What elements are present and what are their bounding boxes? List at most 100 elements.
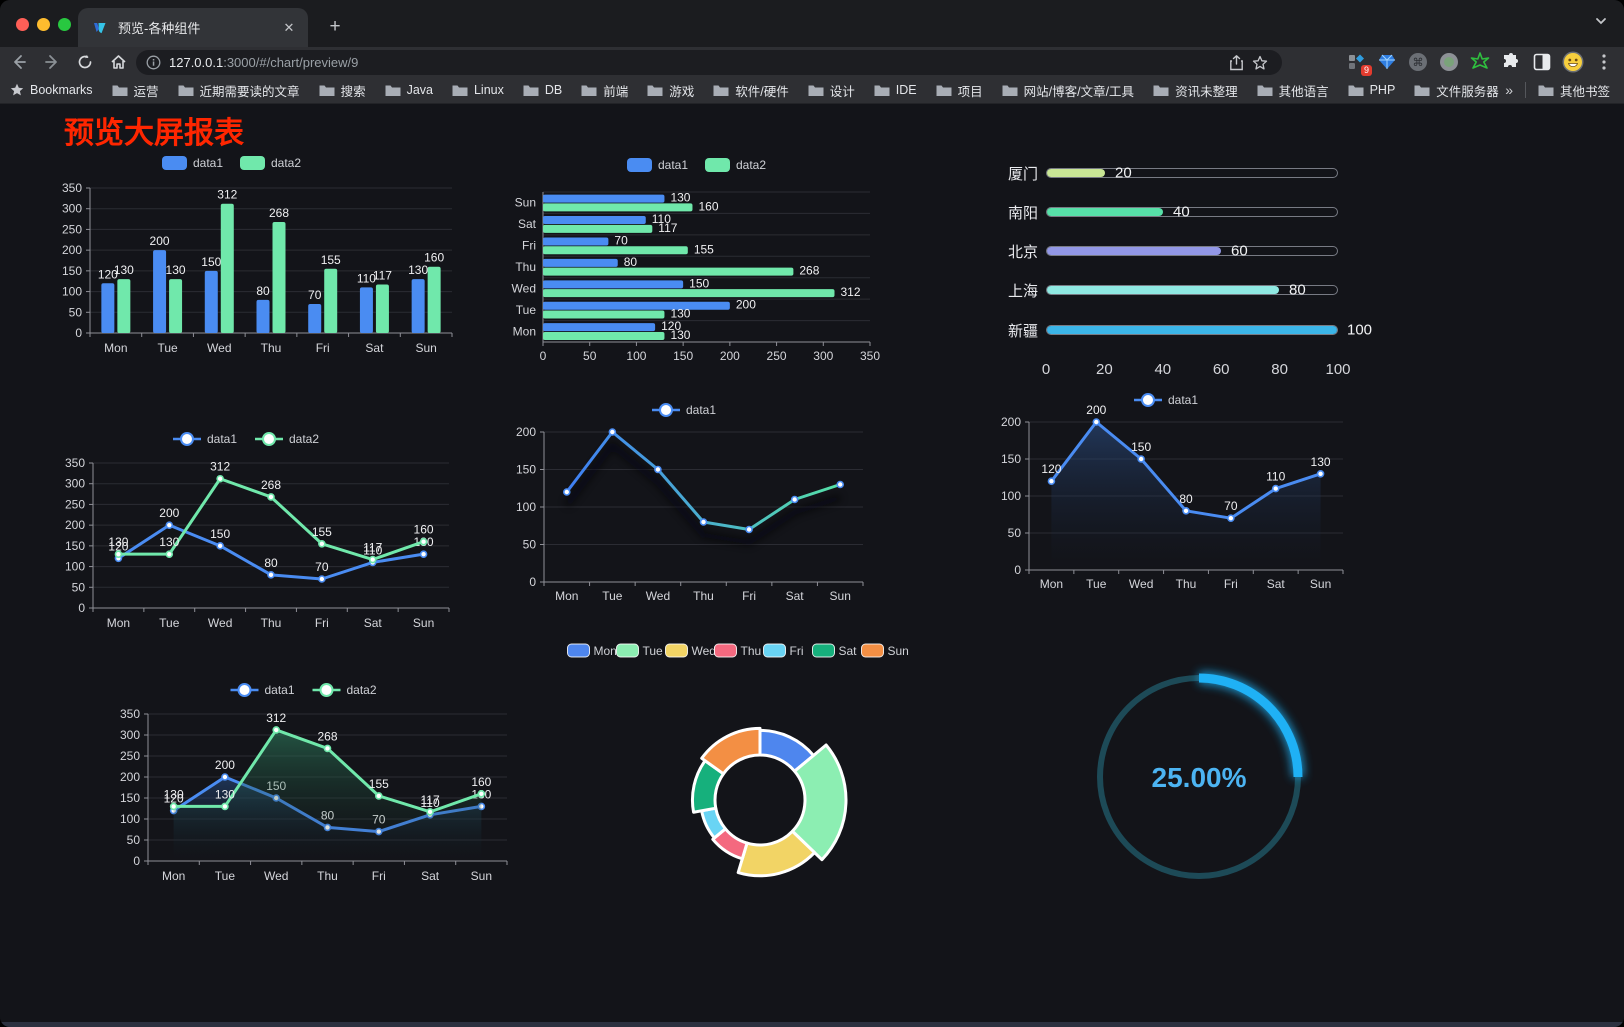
svg-text:268: 268 <box>261 478 281 492</box>
new-tab-button[interactable]: + <box>329 16 341 37</box>
chart-gradient-line[interactable]: data1 0 50 100 150 200 Mon Tue Wed Thu Fri Sat Sun <box>498 396 888 608</box>
svg-text:Mon: Mon <box>104 341 127 355</box>
browser-tab[interactable]: 预览-各种组件 ✕ <box>78 8 308 47</box>
command-extension-icon[interactable]: ⌘ <box>1406 50 1430 74</box>
bookmarks-overflow-chevron[interactable]: » <box>1505 82 1513 98</box>
forward-button[interactable] <box>38 49 66 75</box>
page-content: 预览大屏报表 data1 data2 0 50 100 150 200 250 300 350 Mo… <box>0 104 1624 1027</box>
bookmark-folder-label: 运营 <box>133 84 159 99</box>
bookmark-folder[interactable]: 设计 <box>808 81 855 100</box>
extensions-puzzle-icon[interactable] <box>1499 50 1523 74</box>
bookmark-folder[interactable]: 前端 <box>581 81 628 100</box>
back-button[interactable] <box>5 49 33 75</box>
svg-text:150: 150 <box>673 349 693 363</box>
svg-text:Fri: Fri <box>742 589 756 603</box>
svg-text:70: 70 <box>308 288 322 302</box>
svg-text:0: 0 <box>540 349 547 363</box>
fullscreen-window-button[interactable] <box>58 18 71 31</box>
chart-line-area-two-series[interactable]: data1 data2 0 50 100 150 200 250 300 350 Mon Tue Wed… <box>100 676 525 888</box>
extension-badge: 9 <box>1360 65 1372 76</box>
chart-progress-bars[interactable]: 厦门 20 南阳 40 北京 60 上海 80 新疆 100 0 20 40 60 80 100 <box>998 158 1380 384</box>
svg-text:250: 250 <box>120 749 140 763</box>
reload-button[interactable] <box>71 49 99 75</box>
chart-gauge[interactable]: 25.00% <box>1035 633 1335 885</box>
bookmarks-divider <box>1524 82 1526 98</box>
other-bookmarks-folder[interactable]: 其他书签 <box>1538 81 1610 100</box>
bookmark-folder[interactable]: 网站/博客/文章/工具 <box>1002 81 1134 100</box>
folder-icon <box>452 85 468 96</box>
tab-close-icon[interactable]: ✕ <box>283 19 295 35</box>
svg-text:Sun: Sun <box>1310 577 1331 591</box>
bookmark-folder-label: 网站/博客/文章/工具 <box>1023 84 1135 99</box>
bookmark-folder[interactable]: 资讯未整理 <box>1153 81 1238 100</box>
svg-text:130: 130 <box>670 191 690 205</box>
folder-icon <box>385 85 401 96</box>
chart-line-two-series[interactable]: data1 data2 0 50 100 150 200 250 300 350 Mon Tue Wed… <box>45 425 465 635</box>
close-window-button[interactable] <box>16 18 29 31</box>
svg-text:200: 200 <box>159 506 179 520</box>
svg-text:100: 100 <box>120 812 140 826</box>
home-button[interactable] <box>104 49 132 75</box>
chart-rose-pie[interactable]: Mon Tue Wed Thu Fri Sat Sun <box>550 636 920 884</box>
browser-toolbar: 127.0.0.1:3000/#/chart/preview/9 9 ⌘ <box>0 47 1624 77</box>
minimize-window-button[interactable] <box>37 18 50 31</box>
profile-avatar[interactable] <box>1561 50 1585 74</box>
svg-text:80: 80 <box>624 255 638 269</box>
svg-text:80: 80 <box>1179 492 1193 506</box>
bookmark-folder[interactable]: 软件/硬件 <box>713 81 789 100</box>
bookmark-folder[interactable]: 搜索 <box>319 81 366 100</box>
svg-text:data2: data2 <box>736 158 766 172</box>
bookmark-folder[interactable]: 近期需要读的文章 <box>178 81 300 100</box>
green-star-extension-icon[interactable] <box>1468 50 1492 74</box>
progress-value: 80 <box>1289 281 1306 299</box>
svg-text:155: 155 <box>369 777 389 791</box>
chart-grouped-bar[interactable]: data1 data2 0 50 100 150 200 250 300 350 Mon Tue Wed… <box>40 148 470 360</box>
folder-icon <box>1153 85 1169 96</box>
svg-text:200: 200 <box>736 298 756 312</box>
address-bar[interactable]: 127.0.0.1:3000/#/chart/preview/9 <box>136 50 1282 75</box>
record-extension-icon[interactable] <box>1437 50 1461 74</box>
svg-text:70: 70 <box>614 233 628 247</box>
bookmarks-manager[interactable]: Bookmarks <box>10 83 93 97</box>
extension-grid-icon[interactable]: 9 <box>1344 50 1372 76</box>
tab-search-chevron-icon[interactable] <box>1594 14 1608 33</box>
svg-text:Thu: Thu <box>261 341 282 355</box>
axis-tick-label: 20 <box>1096 361 1113 378</box>
bookmark-star-icon[interactable] <box>1248 52 1272 74</box>
bookmark-folder[interactable]: PHP <box>1348 81 1395 100</box>
svg-text:130: 130 <box>408 263 428 277</box>
bookmark-folder[interactable]: 游戏 <box>647 81 694 100</box>
folder-icon <box>1257 85 1273 96</box>
svg-text:120: 120 <box>108 539 128 553</box>
svg-text:300: 300 <box>65 477 85 491</box>
share-icon[interactable] <box>1224 52 1248 74</box>
svg-text:120: 120 <box>164 792 184 806</box>
svg-text:Fri: Fri <box>372 869 386 883</box>
split-view-extension-icon[interactable] <box>1530 50 1554 74</box>
chart-horizontal-bar[interactable]: data1 data2 0 50 100 150 200 250 300 350 Sun 130 160… <box>500 150 890 366</box>
folder-icon <box>874 85 890 96</box>
browser-menu-icon[interactable] <box>1592 50 1616 74</box>
bookmark-folder[interactable]: 运营 <box>112 81 159 100</box>
progress-fill <box>1047 326 1337 334</box>
other-bookmarks-label: 其他书签 <box>1559 84 1610 99</box>
bookmark-folder[interactable]: IDE <box>874 81 917 100</box>
chart-area-line[interactable]: data1 0 50 100 150 200 Mon Tue Wed Thu Fri Sat Sun 12… <box>985 386 1365 596</box>
progress-fill <box>1047 286 1279 294</box>
info-icon[interactable] <box>146 55 161 70</box>
bookmark-folder[interactable]: DB <box>523 81 562 100</box>
svg-text:200: 200 <box>120 770 140 784</box>
progress-row: 南阳 40 <box>998 204 1380 222</box>
bookmark-folder[interactable]: 项目 <box>936 81 983 100</box>
bookmark-folder-label: 近期需要读的文章 <box>199 84 300 99</box>
gem-extension-icon[interactable] <box>1375 50 1399 74</box>
axis-tick-label: 60 <box>1212 361 1230 378</box>
bookmark-folder[interactable]: Linux <box>452 81 504 100</box>
bookmark-folder[interactable]: 文件服务器 <box>1414 81 1499 100</box>
bookmark-folder[interactable]: 其他语言 <box>1257 81 1329 100</box>
progress-row-label: 厦门 <box>1007 165 1038 183</box>
svg-text:data1: data1 <box>1168 393 1198 407</box>
bookmark-folder[interactable]: Java <box>385 81 433 100</box>
svg-text:70: 70 <box>315 560 329 574</box>
svg-text:350: 350 <box>62 181 82 195</box>
